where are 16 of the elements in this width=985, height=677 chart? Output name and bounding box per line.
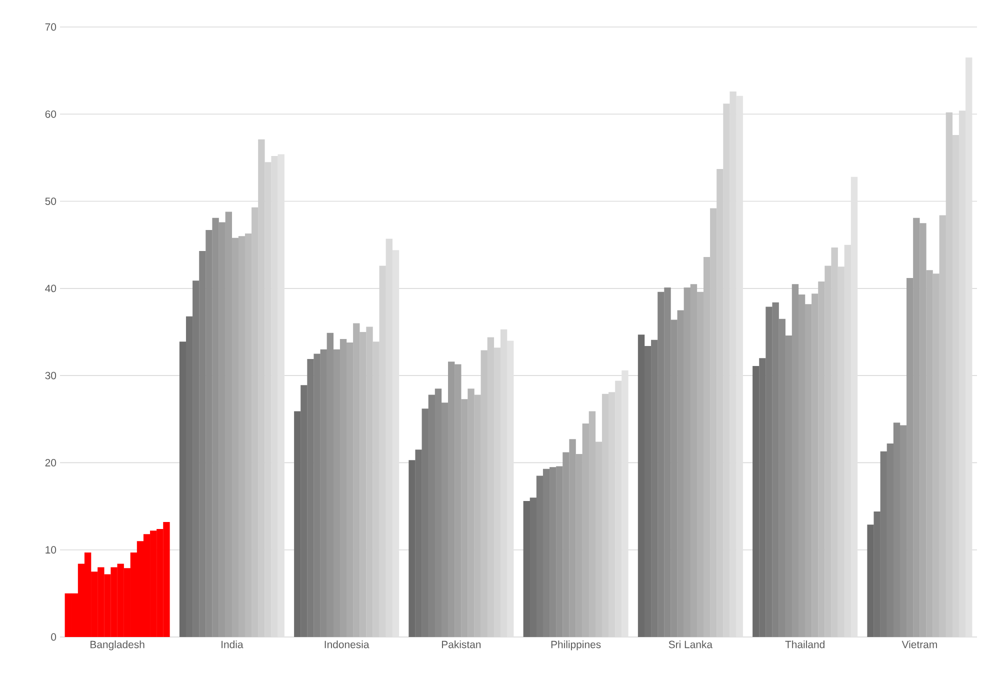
y-tick-label: 10: [46, 546, 56, 554]
x-tick-label: Philippines: [551, 640, 601, 650]
y-tick-label: 20: [45, 459, 56, 466]
y-tick-label: 60: [45, 110, 56, 118]
y-tick-label: 30: [45, 372, 56, 380]
y-tick-label: 40: [45, 284, 56, 292]
y-tick-label: 50: [45, 198, 56, 205]
x-tick-label: Vietram: [902, 640, 937, 648]
x-tick-label: India: [222, 640, 244, 648]
x-tick-label: Pakistan: [442, 640, 481, 648]
x-tick-label: Indonesia: [324, 640, 370, 648]
x-tick-label: Sri Lanka: [668, 640, 713, 648]
x-tick-label: Bangladesh: [90, 640, 144, 650]
y-tick-label: 70: [45, 23, 56, 31]
x-tick-label: Thailand: [785, 640, 824, 648]
y-tick-label: 0: [51, 633, 56, 641]
